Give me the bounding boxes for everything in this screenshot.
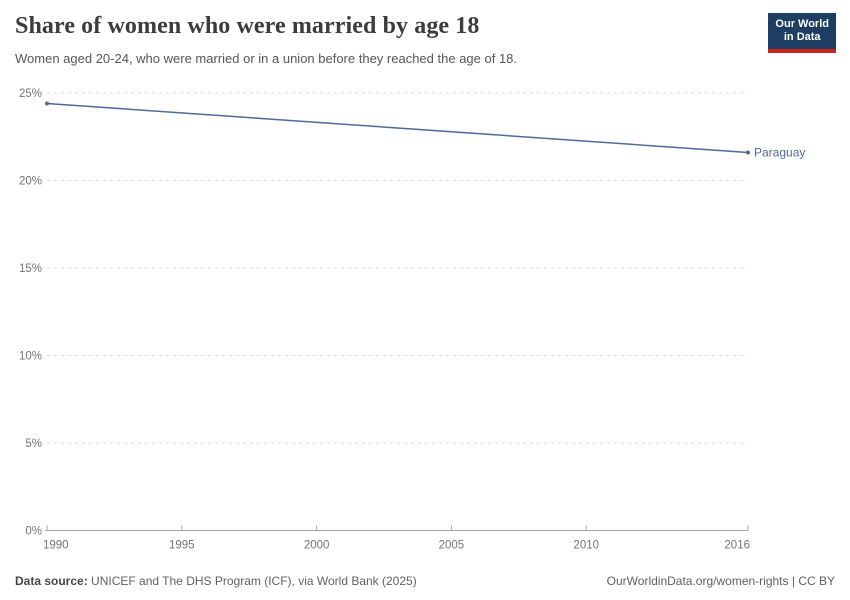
x-axis-tick-label: 2000: [304, 540, 330, 552]
x-axis-tick-label: 2010: [573, 540, 599, 552]
series-line-paraguay[interactable]: [46, 102, 749, 154]
owid-logo[interactable]: Our World in Data: [768, 13, 836, 53]
x-axis-tick-label: 1990: [43, 540, 69, 552]
footer-separator: |: [788, 574, 799, 588]
chart-subtitle: Women aged 20-24, who were married or in…: [15, 51, 518, 66]
x-axis-tick-label: 1995: [169, 540, 195, 552]
series-label-paraguay[interactable]: Paraguay: [754, 146, 805, 160]
owid-logo-line2: in Data: [783, 31, 821, 43]
license-link[interactable]: CC BY: [798, 574, 835, 588]
y-axis-tick-label: 20%: [19, 176, 42, 188]
x-axis-tick-label: 2005: [439, 540, 465, 552]
footer-links: OurWorldinData.org/women-rights | CC BY: [607, 574, 835, 588]
canonical-url-link[interactable]: OurWorldinData.org/women-rights: [606, 574, 789, 588]
x-axis-tick-label: 2016: [724, 540, 750, 552]
y-axis-tick-label: 0%: [25, 526, 42, 538]
data-source-note[interactable]: Data source: UNICEF and The DHS Program …: [15, 574, 417, 588]
series-point: [746, 150, 750, 155]
data-source-label: Data source:: [15, 574, 88, 588]
y-axis-tick-label: 5%: [25, 438, 42, 450]
y-axis-tick-label: 10%: [19, 351, 42, 363]
series-point: [45, 101, 49, 106]
y-axis-tick-label: 15%: [19, 263, 42, 275]
chart-title: Share of women who were married by age 1…: [15, 13, 480, 39]
data-source-text: UNICEF and The DHS Program (ICF), via Wo…: [87, 574, 417, 588]
y-axis-tick-label: 25%: [19, 88, 42, 100]
chart-footer: Data source: UNICEF and The DHS Program …: [15, 574, 835, 588]
owid-logo-line1: Our World: [775, 18, 829, 30]
